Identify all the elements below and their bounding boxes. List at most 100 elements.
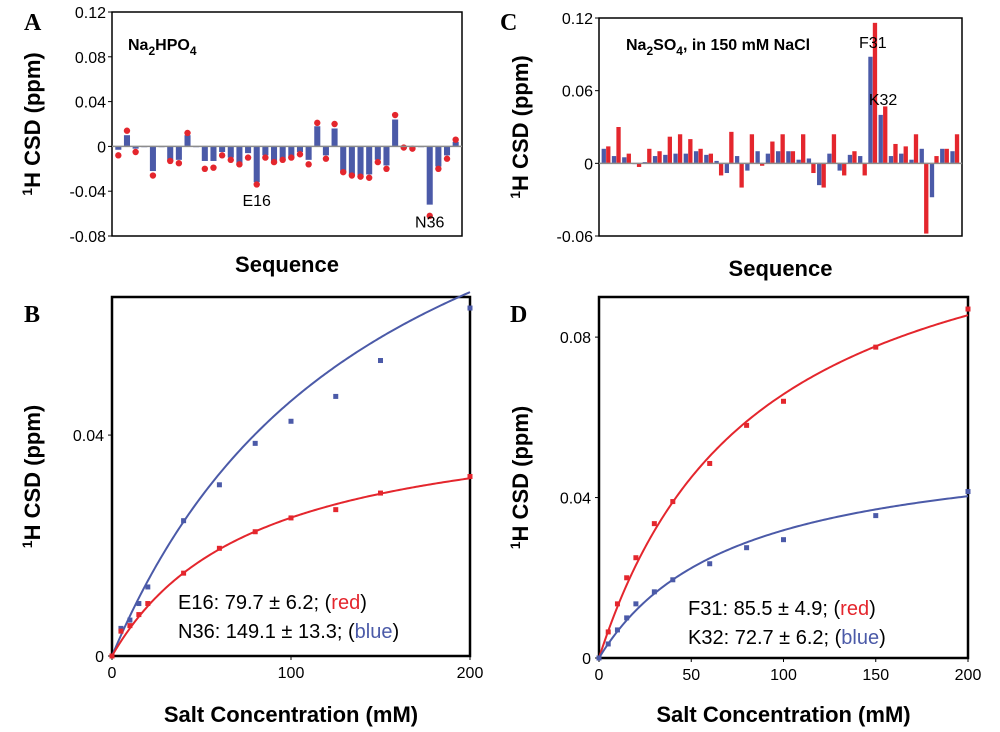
bar-blue [734,156,740,164]
bar-blue [331,128,338,147]
salt-label: Na2SO4, in 150 mM NaCl [626,37,810,58]
bar-blue [219,146,226,152]
point-red [322,155,330,162]
bar-blue [392,119,399,147]
bar-blue [201,146,208,161]
y-tick-label: 0 [584,156,593,173]
bar-red [636,163,642,167]
point-blue [873,513,879,519]
point-red [357,173,364,180]
point-red [670,499,676,505]
point-red [374,158,382,166]
bar-blue [262,146,269,156]
point-red [175,160,183,167]
point-red [605,629,611,635]
bar-blue [693,151,699,164]
bar-blue [652,156,658,164]
y-tick-label: 0.04 [75,95,106,112]
y-tick-label: 0.12 [562,11,593,28]
y-axis-label: 1H CSD (ppm) [507,406,533,549]
bar-red [790,151,796,164]
fit-curve-red [598,314,969,659]
point-red [707,460,713,466]
bar-blue [622,157,627,164]
fit-result: F31: 85.5 ± 4.9; (red) [688,598,876,620]
salt-label-part: Na [626,37,647,54]
point-blue [216,482,222,488]
bar-red [647,148,652,164]
salt-label-part: SO [653,37,676,54]
fit-result-text: E16: 79.7 ± 6.2; ( [178,592,332,614]
bar-red [667,136,672,164]
y-axis-label-sup: 1 [507,191,523,199]
point-red [443,155,451,162]
bar-red [698,148,703,164]
bar-blue [236,146,243,166]
point-red [127,623,133,629]
bar-red [872,22,878,164]
bar-red [913,134,919,164]
y-axis-label-sup: 1 [19,540,35,548]
point-red [333,507,339,513]
point-red [314,119,321,127]
fit-result-color-word: red [840,598,869,620]
point-red [467,474,473,479]
bar-blue [704,154,709,164]
bar-blue [348,146,355,176]
y-axis-label-text: H CSD (ppm) [508,55,533,191]
x-tick-label: 200 [955,667,982,684]
point-blue [596,655,602,661]
point-red [109,653,115,659]
bar-blue [322,146,329,156]
y-tick-label: 0 [582,651,591,668]
bar-blue [366,146,373,175]
point-blue [670,577,676,583]
y-axis-label-sup: 1 [19,188,35,196]
bar-red [759,163,765,166]
y-tick-label: -0.06 [557,229,594,246]
bar-blue [827,153,832,164]
y-axis-label: 1H CSD (ppm) [507,55,533,198]
fit-result-color-word: blue [355,621,393,643]
bar-red [862,163,867,176]
point-blue [781,537,786,543]
annotation-label: K32 [869,92,898,109]
point-red [340,168,347,176]
bar-red [903,146,908,164]
y-axis-label: 1H CSD (ppm) [19,405,45,548]
point-red [305,161,312,168]
bar-blue [426,146,433,205]
point-red [873,344,879,350]
point-red [118,628,124,634]
panel-label: C [500,10,517,36]
bar-blue [714,160,719,164]
point-blue [744,545,750,551]
bar-red [718,163,724,176]
point-red [136,612,142,618]
salt-label-part: 4 [676,44,683,58]
panel-C: -0.06 0 0.06 0.12 F31 K32 C Na2SO4, in 150 mM N… [500,10,963,281]
annotation-label: F31 [859,35,887,52]
point-red [218,152,226,159]
annotation-label: N36 [415,214,444,231]
fit-result-text: K32: 72.7 ± 6.2; ( [688,627,842,649]
y-axis-label-text: H CSD (ppm) [508,406,533,542]
point-red [781,398,786,404]
bar-blue [847,154,853,164]
point-red [965,306,971,312]
series-blue [596,489,971,661]
point-red [244,154,252,161]
bar-red [688,139,693,164]
fit-result-close: ) [879,627,886,649]
panel-A: -0.08 -0.04 0 0.04 0.08 0.12 E16 N36 A Na2HPO4 1H … [19,5,463,277]
bar-blue [452,141,459,147]
point-red [227,156,234,164]
bar-blue [775,151,781,164]
series-red [109,474,473,659]
fit-curve-blue [598,495,969,659]
y-tick-label: 0 [97,139,106,156]
bar-red [883,106,888,164]
point-red [270,158,278,166]
fit-curve-blue [111,291,471,657]
